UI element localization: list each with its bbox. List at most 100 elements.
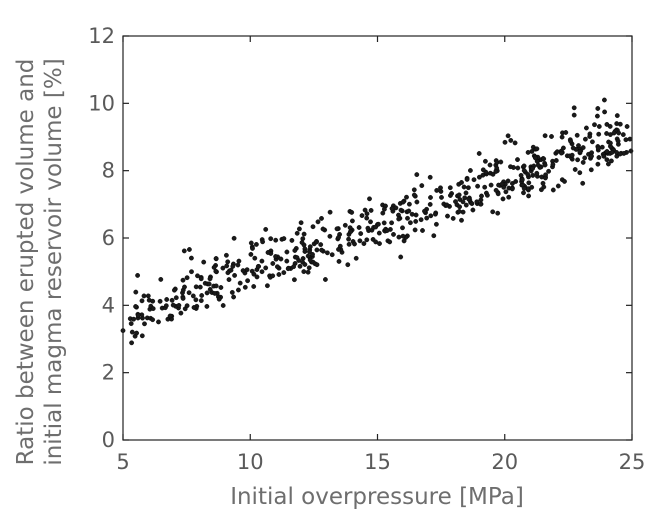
data-point	[592, 122, 597, 128]
data-point	[281, 236, 287, 242]
data-point	[264, 283, 270, 289]
data-point	[529, 184, 535, 190]
data-point	[495, 210, 501, 216]
data-point	[389, 220, 394, 226]
data-point	[505, 178, 511, 184]
data-point	[563, 130, 569, 135]
data-point	[464, 176, 470, 182]
data-point	[231, 294, 237, 300]
data-point	[424, 215, 430, 221]
data-point	[327, 209, 333, 215]
data-point	[375, 221, 381, 227]
data-point	[334, 226, 340, 232]
data-point	[182, 284, 187, 290]
data-point	[178, 310, 184, 316]
y-tick-label: 10	[88, 91, 115, 115]
data-point	[133, 304, 139, 309]
data-point	[422, 208, 427, 214]
data-point	[457, 204, 462, 210]
data-point	[580, 159, 586, 165]
data-point	[197, 284, 203, 290]
data-point	[493, 169, 499, 174]
data-point	[336, 234, 341, 240]
data-point	[482, 158, 488, 164]
data-point	[307, 257, 313, 263]
data-point	[521, 168, 527, 173]
data-point	[285, 266, 291, 272]
y-tick-label: 6	[102, 226, 115, 250]
data-point	[314, 239, 319, 245]
data-point	[450, 215, 456, 221]
data-point	[291, 277, 297, 283]
data-point	[171, 287, 177, 293]
data-point	[259, 258, 265, 264]
data-point	[364, 237, 370, 243]
data-point	[400, 233, 406, 239]
data-point	[611, 130, 617, 136]
data-point	[411, 187, 417, 193]
data-point	[577, 170, 583, 176]
data-point	[471, 177, 477, 183]
data-point	[169, 297, 175, 303]
data-point	[476, 151, 482, 156]
data-point	[480, 167, 486, 173]
data-point	[400, 225, 405, 231]
x-tick-label: 10	[237, 450, 264, 474]
data-point	[596, 155, 602, 160]
data-point	[141, 293, 147, 299]
data-point	[296, 258, 302, 263]
data-point	[599, 144, 605, 150]
data-point	[336, 258, 342, 264]
data-point	[225, 259, 231, 265]
data-point	[220, 265, 226, 271]
data-point	[157, 298, 163, 304]
x-axis-title: Initial overpressure [MPa]	[230, 484, 524, 510]
data-point	[180, 295, 186, 301]
data-point	[188, 255, 194, 261]
data-point	[502, 139, 508, 145]
data-point	[296, 226, 302, 232]
data-point	[555, 183, 561, 189]
data-point	[588, 167, 594, 173]
data-point	[133, 289, 139, 295]
data-point	[319, 247, 324, 253]
data-point	[248, 251, 254, 257]
data-point	[237, 280, 243, 286]
data-point	[186, 247, 192, 252]
data-point	[530, 172, 536, 178]
data-point	[289, 237, 295, 243]
data-point	[508, 137, 514, 143]
data-point	[396, 216, 402, 222]
data-point	[474, 199, 480, 205]
data-point	[229, 289, 235, 295]
data-point	[453, 199, 458, 205]
data-point	[409, 211, 415, 217]
data-point	[614, 113, 620, 119]
data-point	[232, 272, 238, 278]
data-point	[336, 246, 341, 252]
y-tick-label: 8	[102, 159, 115, 183]
data-point	[268, 236, 274, 242]
data-point	[604, 131, 609, 136]
data-point	[456, 192, 462, 198]
data-point	[389, 206, 395, 211]
data-point	[158, 276, 164, 282]
data-point	[216, 296, 222, 302]
data-point	[139, 298, 145, 304]
data-point	[240, 268, 246, 273]
data-point	[512, 140, 518, 146]
y-tick-label: 12	[88, 24, 115, 48]
data-point	[459, 180, 464, 185]
data-point	[596, 124, 602, 129]
data-point	[298, 220, 304, 226]
data-point	[284, 258, 290, 264]
data-point	[150, 298, 156, 304]
data-point	[475, 183, 480, 189]
data-point	[274, 264, 280, 270]
data-point	[431, 233, 437, 239]
data-point	[273, 254, 278, 259]
data-point	[439, 194, 444, 200]
data-point	[500, 196, 506, 202]
data-point	[587, 134, 593, 139]
